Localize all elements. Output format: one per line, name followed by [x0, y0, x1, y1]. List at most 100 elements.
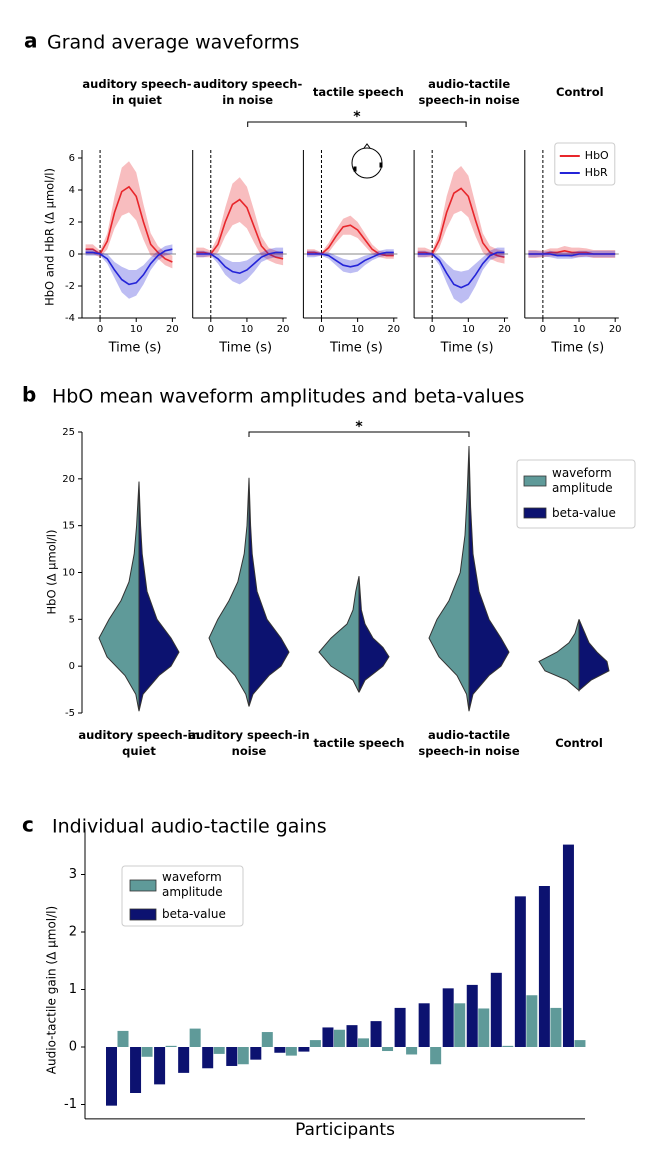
- bar: [538, 886, 550, 1047]
- violin-half: [138, 481, 180, 712]
- y-tick-label: 0: [69, 661, 75, 672]
- bar: [346, 1025, 358, 1047]
- legend-box: [554, 142, 616, 186]
- x-tick-label: 0: [429, 324, 435, 335]
- bar: [130, 1047, 142, 1093]
- y-tick-label: 0: [69, 1040, 77, 1055]
- bar: [213, 1047, 225, 1054]
- series-line: [528, 253, 616, 257]
- y-axis-label: HbO (Δ µmol/l): [45, 530, 59, 615]
- bar: [418, 1003, 430, 1047]
- bar: [141, 1047, 153, 1057]
- bar: [382, 1047, 394, 1052]
- x-tick-label: 10: [351, 324, 364, 335]
- panel-title: Grand average waveforms: [47, 32, 299, 54]
- x-tick-label: auditory speech-in quiet: [78, 728, 200, 758]
- bar: [274, 1047, 286, 1053]
- y-tick-label: 15: [62, 521, 75, 532]
- x-tick-label: 0: [540, 324, 546, 335]
- legend-swatch: [523, 475, 547, 487]
- panel-title-box: audio-tactile speech-in noise: [418, 77, 520, 107]
- bar: [550, 1007, 562, 1047]
- x-axis-label: Participants: [295, 1120, 395, 1140]
- x-tick-label: 0: [318, 324, 324, 335]
- x-tick-label: 20: [387, 324, 400, 335]
- y-tick-label: 10: [62, 568, 75, 579]
- bar: [526, 995, 538, 1047]
- bar: [430, 1047, 442, 1065]
- bar: [226, 1047, 238, 1066]
- series-line: [307, 251, 394, 268]
- bar: [178, 1047, 190, 1073]
- x-tick-label: 10: [573, 324, 586, 335]
- x-tick-label: 0: [208, 324, 214, 335]
- x-tick-label: auditory speech-in noise: [188, 728, 310, 758]
- legend-label-box: waveform amplitude: [162, 870, 223, 899]
- bar: [298, 1047, 310, 1052]
- legend-label: HbO: [585, 149, 609, 162]
- bar: [394, 1007, 406, 1047]
- bar: [117, 1030, 129, 1047]
- bar: [261, 1032, 273, 1047]
- error-band: [417, 166, 505, 264]
- x-tick-label: 20: [166, 324, 179, 335]
- x-tick-label: 10: [130, 324, 143, 335]
- y-tick-label: 0: [69, 249, 75, 260]
- legend-label: waveform amplitude: [552, 466, 613, 495]
- legend-label-box: waveform amplitude: [552, 466, 613, 495]
- legend-swatch: [129, 879, 157, 892]
- legend-label: beta-value: [552, 505, 616, 520]
- panel-title: Individual audio-tactile gains: [52, 816, 327, 838]
- violin-half: [578, 619, 610, 692]
- x-tick-label-box: Control: [555, 736, 603, 750]
- panel-title-box: auditory speech-in quiet: [82, 77, 192, 107]
- panel-title-box: tactile speech: [313, 85, 404, 99]
- bar: [309, 1040, 321, 1047]
- bar: [250, 1047, 262, 1060]
- violin-half: [248, 477, 290, 707]
- legend-label-box: beta-value: [162, 907, 226, 921]
- x-tick-label-box: audio-tactile speech-in noise: [418, 728, 519, 758]
- x-tick-label: 10: [462, 324, 475, 335]
- panel-letter: b: [22, 383, 36, 407]
- bar: [478, 1008, 490, 1047]
- series-line: [417, 251, 505, 289]
- y-axis-label: HbO and HbR (Δ µmol/l): [43, 168, 57, 306]
- violin-half: [358, 576, 390, 693]
- legend-label: waveform amplitude: [162, 870, 223, 899]
- y-tick-label: 2: [69, 925, 77, 940]
- x-tick-label: 20: [277, 324, 290, 335]
- bar: [514, 896, 526, 1047]
- bar: [322, 1027, 334, 1047]
- bar: [237, 1047, 249, 1065]
- x-tick-label: 20: [498, 324, 511, 335]
- x-tick-label: tactile speech: [313, 736, 405, 750]
- y-tick-label: 25: [62, 427, 75, 438]
- x-tick-label: Control: [555, 736, 603, 750]
- bar: [442, 988, 454, 1047]
- panel-letter: c: [22, 813, 34, 837]
- bar: [466, 984, 478, 1047]
- significance-bracket: [247, 121, 467, 127]
- bar: [106, 1047, 117, 1106]
- panel-title: Control: [556, 85, 604, 99]
- y-tick-label: -2: [65, 281, 75, 292]
- x-tick-label-box: auditory speech-in quiet: [78, 728, 200, 758]
- bar: [370, 1021, 382, 1047]
- bar: [285, 1047, 297, 1056]
- x-tick-label: 10: [241, 324, 254, 335]
- bar: [502, 1045, 514, 1047]
- legend-swatch: [129, 908, 157, 921]
- bar: [202, 1047, 214, 1069]
- error-band: [85, 244, 173, 299]
- y-tick-label: -4: [65, 313, 75, 324]
- panel-title: audio-tactile speech-in noise: [418, 77, 520, 107]
- panel-title: auditory speech-in noise: [193, 77, 303, 107]
- panel-title: auditory speech-in quiet: [82, 77, 192, 107]
- y-axis-label: Audio-tactile gain (Δ µmol/l): [45, 906, 59, 1074]
- violin-half: [428, 446, 470, 712]
- bar: [358, 1038, 369, 1047]
- violin-half: [98, 481, 140, 712]
- x-axis-label: Time (s): [329, 341, 383, 356]
